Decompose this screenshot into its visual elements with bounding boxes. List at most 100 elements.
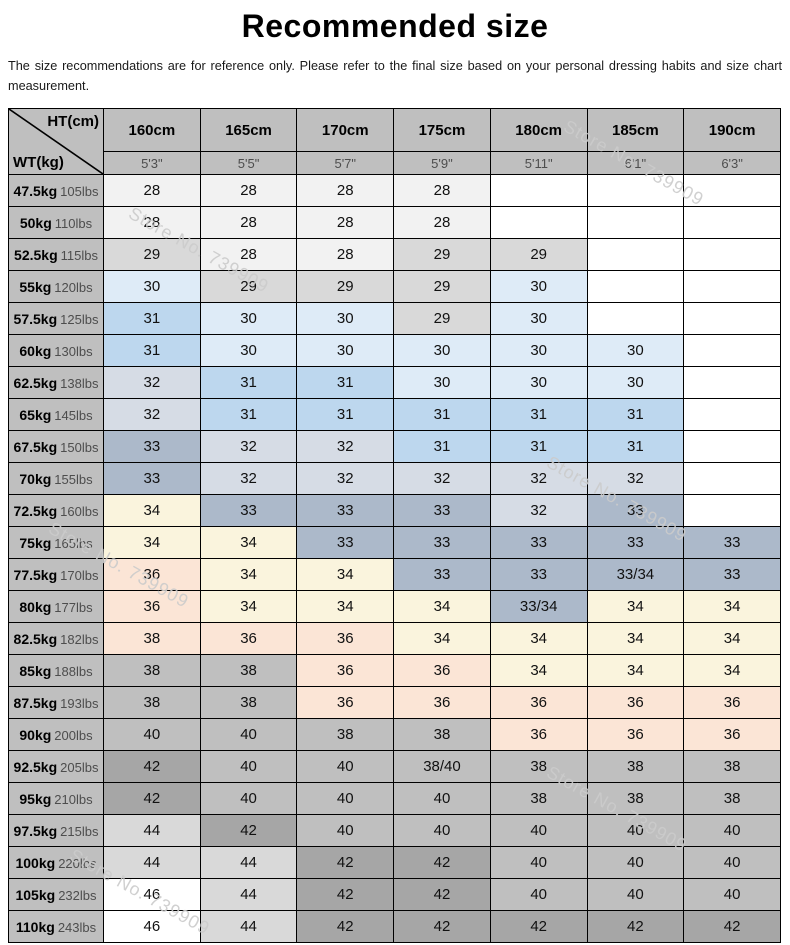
size-cell: 40 <box>393 814 491 847</box>
table-row: 92.5kg 205lbs 42 40 40 38/40 38 38 38 <box>8 750 781 783</box>
size-cell: 34 <box>199 526 298 559</box>
empty-cell <box>586 302 685 335</box>
size-cell: 42 <box>393 878 491 911</box>
size-cell: 36 <box>103 558 201 591</box>
weight-row-label: 52.5kg 115lbs <box>8 238 104 271</box>
weight-lbs: 115lbs <box>60 247 98 263</box>
size-cell: 30 <box>296 334 395 367</box>
empty-cell <box>683 174 781 207</box>
weight-row-label: 62.5kg 138lbs <box>8 366 104 399</box>
size-cell: 28 <box>296 174 395 207</box>
empty-cell <box>683 494 781 527</box>
size-cell: 33 <box>489 526 588 559</box>
size-cell: 40 <box>586 878 685 911</box>
size-cell: 28 <box>199 238 298 271</box>
size-cell: 34 <box>489 654 588 687</box>
size-cell: 32 <box>103 398 201 431</box>
size-cell: 42 <box>296 846 395 879</box>
height-ft-header-row: 5'3" 5'5" 5'7" 5'9" 5'11" 6'1" 6'3" <box>9 151 781 175</box>
size-cell: 29 <box>393 302 491 335</box>
size-cell: 42 <box>489 910 588 943</box>
size-cell: 36 <box>296 686 395 719</box>
weight-lbs: 160lbs <box>60 503 99 519</box>
table-row: 57.5kg 125lbs 31 30 30 29 30 <box>8 302 781 335</box>
height-cm-header-row: HT(cm) WT(kg) 160cm 165cm 170cm 175cm 180cm 1… <box>8 108 781 175</box>
size-cell: 40 <box>683 878 781 911</box>
weight-kg: 95kg <box>19 790 52 807</box>
empty-cell <box>683 270 781 303</box>
size-cell: 29 <box>393 238 491 271</box>
size-cell: 28 <box>393 206 491 239</box>
size-cell: 34 <box>199 558 298 591</box>
empty-cell <box>683 430 781 463</box>
size-cell: 38 <box>199 686 298 719</box>
table-row: 65kg 145lbs 32 31 31 31 31 31 <box>8 398 781 431</box>
size-cell: 40 <box>199 750 298 783</box>
size-cell: 42 <box>103 782 201 815</box>
size-cell: 34 <box>683 590 781 623</box>
size-cell: 30 <box>489 270 588 303</box>
weight-row-label: 57.5kg 125lbs <box>8 302 104 335</box>
diagonal-divider-line <box>9 109 103 174</box>
size-cell: 40 <box>296 814 395 847</box>
empty-cell <box>586 270 685 303</box>
size-cell: 36 <box>393 654 491 687</box>
size-cell: 31 <box>103 334 201 367</box>
weight-lbs: 110lbs <box>54 215 93 231</box>
size-cell: 30 <box>489 366 588 399</box>
weight-row-label: 50kg 110lbs <box>8 206 104 239</box>
size-cell: 34 <box>199 590 298 623</box>
weight-lbs: 243lbs <box>57 919 97 935</box>
table-row: 75kg 165lbs 34 34 33 33 33 33 33 <box>8 526 781 559</box>
size-table: HT(cm) WT(kg) 160cm 165cm 170cm 175cm 180cm 1… <box>8 108 781 943</box>
size-cell: 32 <box>199 430 298 463</box>
size-cell: 40 <box>199 718 298 751</box>
size-cell: 44 <box>199 846 298 879</box>
size-cell: 32 <box>296 462 395 495</box>
weight-kg: 65kg <box>19 406 52 423</box>
height-column-header-190cm: 190cm <box>683 108 781 152</box>
size-cell: 33 <box>683 558 781 591</box>
size-cell: 42 <box>296 878 395 911</box>
size-cell: 40 <box>393 782 491 815</box>
size-cell: 38 <box>586 750 685 783</box>
size-cell: 42 <box>199 814 298 847</box>
weight-kg: 70kg <box>19 470 52 487</box>
height-column-header-180cm: 180cm <box>489 108 588 152</box>
size-cell: 30 <box>586 366 685 399</box>
size-cell: 29 <box>103 238 201 271</box>
size-cell: 46 <box>103 910 201 943</box>
weight-row-label: 72.5kg 160lbs <box>8 494 104 527</box>
table-row: 87.5kg 193lbs 38 38 36 36 36 36 36 <box>8 686 781 719</box>
height-ft-header-190cm: 6'3" <box>683 151 781 175</box>
size-cell: 30 <box>489 302 588 335</box>
size-cell: 38 <box>489 750 588 783</box>
weight-kg: 50kg <box>19 214 52 231</box>
weight-lbs: 170lbs <box>60 567 99 583</box>
height-ft-header-165cm: 5'5" <box>199 151 298 175</box>
size-cell: 34 <box>586 654 685 687</box>
size-cell: 42 <box>296 910 395 943</box>
table-row: 55kg 120lbs 30 29 29 29 30 <box>8 270 781 303</box>
size-cell: 40 <box>489 814 588 847</box>
weight-kg: 77.5kg <box>13 566 58 583</box>
size-cell: 40 <box>586 814 685 847</box>
table-row: 72.5kg 160lbs 34 33 33 33 32 33 <box>8 494 781 527</box>
size-cell: 33 <box>393 494 491 527</box>
page-subtitle: The size recommendations are for referen… <box>8 59 782 93</box>
size-cell: 40 <box>683 814 781 847</box>
size-cell: 38 <box>103 622 201 655</box>
empty-cell <box>489 206 588 239</box>
weight-row-label: 75kg 165lbs <box>8 526 104 559</box>
size-cell: 30 <box>393 334 491 367</box>
weight-lbs: 220lbs <box>58 855 97 871</box>
height-ft-header-170cm: 5'7" <box>296 151 395 175</box>
weight-kg: 67.5kg <box>13 438 58 455</box>
size-cell: 31 <box>586 430 685 463</box>
size-cell: 36 <box>393 686 491 719</box>
weight-lbs: 145lbs <box>54 407 93 423</box>
weight-lbs: 210lbs <box>54 791 93 807</box>
weight-row-label: 85kg 188lbs <box>8 654 104 687</box>
table-row: 50kg 110lbs 28 28 28 28 <box>8 206 781 239</box>
size-cell: 30 <box>489 334 588 367</box>
